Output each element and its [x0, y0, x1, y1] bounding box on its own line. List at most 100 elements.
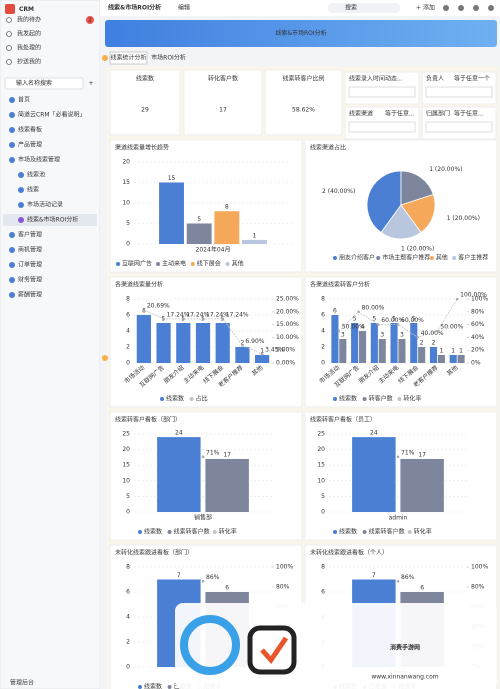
y2-tick-label: 5.00% [276, 347, 295, 354]
line-value-label: 86% [206, 574, 220, 581]
y-tick-label: 15 [122, 179, 130, 186]
add-menu[interactable]: + 添加 [416, 4, 435, 12]
chart-title: 各渠道线索转客户分析 [310, 281, 370, 289]
bar [255, 355, 270, 363]
y2-tick-label: 80% [471, 308, 485, 315]
pie-label: 1 (20.00%) [401, 246, 434, 253]
filter-input[interactable] [425, 86, 493, 98]
bar [457, 355, 465, 363]
bar [449, 355, 457, 363]
line-point [396, 579, 400, 583]
menu-item[interactable]: 客户管理 [18, 231, 42, 239]
y-tick-label: 6 [126, 589, 130, 596]
search-box[interactable] [4, 77, 84, 90]
menu-item[interactable]: 首页 [18, 96, 30, 104]
menu-item[interactable]: 线索池 [27, 171, 45, 179]
line-value-label: 40.00% [421, 330, 444, 337]
top-icon[interactable] [488, 5, 494, 11]
menu-icon [18, 187, 24, 193]
menu-item[interactable]: 商机管理 [18, 246, 42, 254]
bar [195, 323, 211, 363]
nav-item[interactable]: 我发起的 [17, 30, 41, 38]
nav-item[interactable]: 抄送我的 [17, 58, 41, 66]
y-tick-label: 8 [126, 564, 130, 571]
bar-value-label: 24 [370, 430, 378, 437]
selected-bg [3, 214, 97, 226]
bar [390, 323, 398, 363]
y-tick-label: 5 [321, 493, 325, 500]
menu-item[interactable]: 市场活动记录 [27, 201, 63, 209]
menu-item[interactable]: 简道云CRM「必看说明」 [18, 111, 86, 119]
legend-swatch [397, 397, 402, 401]
y-tick-label: 20 [122, 159, 130, 166]
y-tick-label: 15 [317, 462, 325, 469]
menu-item[interactable]: 线索看板 [18, 126, 42, 134]
menu-item[interactable]: 薪酬管理 [18, 291, 42, 299]
legend-label: 客户主推荐 [458, 254, 488, 262]
bar-value-label: 1 [260, 348, 264, 355]
y-tick-label: 5 [126, 493, 130, 500]
filter-value[interactable]: 等于任意... [385, 110, 415, 118]
filter-value[interactable]: 等于任意一个 [454, 75, 490, 83]
tab-label: 市场ROI分析 [151, 54, 186, 62]
bar [176, 323, 191, 363]
marker [102, 55, 108, 61]
banner-title: 线索&市场ROI分析 [275, 29, 326, 37]
menu-item[interactable]: 线索&市场ROI分析 [27, 216, 78, 224]
filter-label: 归属部门 [426, 110, 450, 118]
line-value-label: 71% [206, 449, 220, 456]
y-tick-label: 10 [122, 477, 130, 484]
legend-swatch [333, 530, 337, 534]
nav-item[interactable]: 我的待办 [17, 16, 41, 24]
top-icon[interactable] [473, 5, 479, 11]
bar [437, 355, 445, 363]
bar [215, 323, 230, 363]
badge-count: 2 [88, 17, 92, 24]
filter-value[interactable]: 动态... [385, 75, 403, 83]
filter-input[interactable] [348, 121, 416, 133]
tab[interactable] [109, 51, 148, 65]
line-point [162, 317, 165, 321]
menu-item[interactable]: 线索 [27, 186, 39, 194]
y2-tick-label: 0.00% [276, 360, 295, 367]
y-tick-label: 2 [126, 344, 130, 351]
bar-value-label: 5 [392, 316, 396, 323]
line-value-label: 20.69% [147, 303, 170, 310]
y-tick-label: 4 [126, 614, 130, 621]
line-value-label: 50.00% [342, 324, 365, 331]
nav-item[interactable]: 我处理的 [17, 44, 41, 52]
line-value-label: 17.24% [226, 311, 249, 318]
y-tick-label: 25 [317, 431, 325, 438]
bar [410, 323, 418, 363]
bar-value-label: 2 [420, 340, 424, 347]
menu-item[interactable]: 订单管理 [18, 261, 42, 269]
menu-icon [9, 157, 15, 163]
menu-item[interactable]: 市场及线索管理 [18, 156, 60, 164]
menu-icon [9, 247, 15, 253]
legend-swatch [452, 256, 457, 260]
marker [102, 355, 108, 361]
y-tick-label: 4 [321, 328, 325, 335]
menu-item[interactable]: 财务管理 [18, 276, 42, 284]
edit-button[interactable]: 编辑 [178, 4, 190, 12]
y-tick-label: 10 [122, 200, 130, 207]
bar-value-label: 5 [372, 316, 376, 323]
logo-text: CRM [19, 6, 34, 13]
filter-value[interactable]: 等于任意... [454, 110, 484, 118]
bar [235, 347, 250, 363]
y2-tick-label: 100% [276, 564, 293, 571]
y-tick-label: 0 [126, 664, 130, 671]
menu-item[interactable]: 产品管理 [18, 141, 42, 149]
filter-input[interactable] [425, 121, 493, 133]
top-icon[interactable] [443, 5, 449, 11]
top-icon[interactable] [458, 5, 464, 11]
legend-label: 线下展会 [197, 260, 221, 268]
kpi-label: 转化客户数 [208, 75, 238, 83]
bar-value-label: 6 [420, 585, 424, 592]
bar-value-label: 8 [225, 204, 229, 211]
filter-input[interactable] [348, 86, 416, 98]
legend-swatch [138, 685, 142, 689]
footer-link[interactable]: 管理后台 [10, 679, 34, 687]
top-search[interactable] [328, 3, 400, 13]
watermark-check [260, 636, 289, 665]
